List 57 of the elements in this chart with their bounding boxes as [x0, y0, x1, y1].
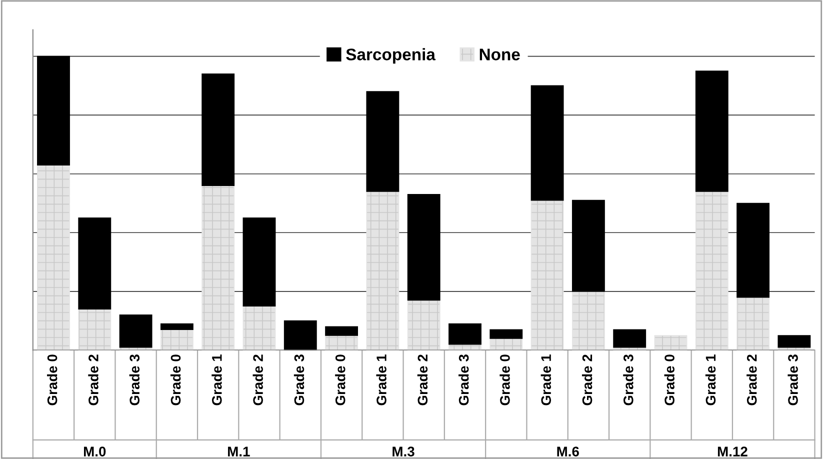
- bar: [202, 74, 235, 186]
- bar: [572, 200, 605, 292]
- bar: [448, 323, 482, 345]
- bar: [695, 191, 728, 350]
- bar: [695, 70, 728, 192]
- legend-label: None: [480, 48, 520, 60]
- bar: [202, 185, 235, 350]
- bar: [160, 329, 194, 350]
- bar: [654, 335, 688, 350]
- bar: [407, 194, 440, 301]
- x-tick-label: Grade 2: [417, 354, 428, 406]
- bar: [366, 191, 400, 350]
- x-tick-label: Grade 2: [88, 354, 98, 406]
- x-tick-label: Grade 3: [294, 354, 304, 406]
- x-tick-label: Grade 2: [746, 354, 757, 406]
- bar: [778, 335, 811, 348]
- bar: [242, 218, 276, 307]
- x-tick-label: Grade 0: [170, 354, 181, 406]
- x-tick-label: Grade 2: [252, 354, 263, 406]
- bar: [78, 308, 112, 350]
- bar: [78, 218, 112, 310]
- bar: [119, 314, 152, 348]
- bar: [407, 300, 440, 350]
- x-tick-label: Grade 0: [335, 354, 346, 406]
- bar: [37, 56, 70, 166]
- bar: [530, 200, 564, 350]
- x-tick-label: Grade 1: [212, 354, 222, 406]
- bar: [160, 323, 194, 330]
- bar: [530, 85, 564, 201]
- text: M.3: [392, 446, 414, 456]
- bar: [325, 326, 358, 336]
- x-tick-label: Grade 3: [788, 354, 798, 406]
- bar: [572, 291, 605, 350]
- bar: [242, 306, 276, 350]
- x-tick-label: Grade 0: [664, 354, 674, 406]
- x-tick-label: Grade 0: [47, 354, 58, 406]
- x-tick-label: Grade 1: [705, 354, 716, 406]
- bar: [490, 329, 523, 339]
- text: M.6: [557, 446, 579, 456]
- bar: [284, 320, 317, 350]
- bar: [736, 202, 770, 298]
- text: M.1: [228, 446, 250, 456]
- x-tick-label: Grade 3: [129, 354, 140, 406]
- x-tick-label: Grade 1: [540, 354, 552, 406]
- bar: [613, 329, 646, 348]
- text: M.0: [84, 446, 106, 456]
- x-tick-label: Grade 3: [458, 354, 469, 406]
- x-tick-label: Grade 2: [582, 354, 592, 406]
- bar: [366, 91, 400, 192]
- x-tick-label: Grade 1: [376, 354, 386, 406]
- x-tick-label: Grade 0: [500, 354, 510, 406]
- legend-label: Sarcopenia: [346, 48, 436, 64]
- bar: [325, 335, 358, 350]
- bar: [736, 296, 770, 350]
- bar: [37, 164, 70, 350]
- text: M.12: [718, 446, 748, 456]
- x-tick-label: Grade 3: [623, 354, 634, 406]
